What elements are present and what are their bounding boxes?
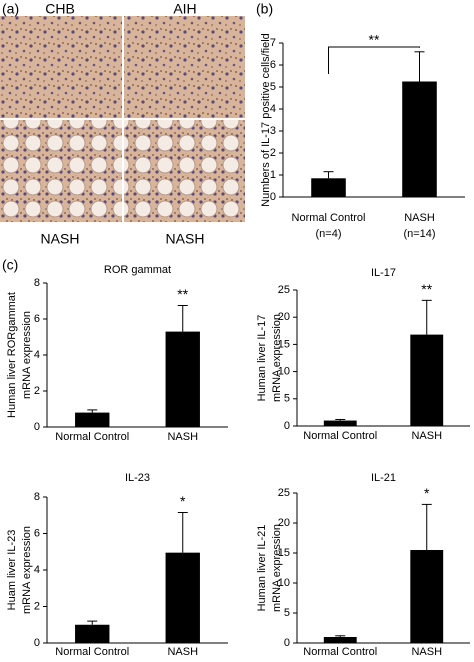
bar [410,334,444,426]
bar [165,331,200,427]
x-tick-label: Normal Control [55,646,129,658]
micrograph-label: NASH [41,231,80,247]
x-tick-note: (n=4) [316,228,342,240]
x-tick-label: NASH [404,212,435,224]
y-axis-label: mRNA expression [21,311,33,399]
y-axis-label: Numbers of IL-17 positive cells/field [260,33,272,207]
y-tick-label: 10 [278,366,290,378]
micrograph-label: CHB [45,1,75,17]
y-axis-label: mRNA expression [271,524,283,612]
y-tick-label: 10 [278,577,290,589]
micrograph [124,120,245,222]
y-tick-label: 3 [270,125,276,137]
y-axis-label: Human liver IL-21 [256,525,268,612]
bar [410,550,444,643]
significance: ** [369,32,380,48]
y-tick-label: 4 [34,349,40,361]
y-tick-label: 5 [270,81,276,93]
y-tick-label: 0 [270,191,276,203]
y-tick-label: 2 [34,600,40,612]
y-tick-label: 5 [284,393,290,405]
panel-label: (b) [256,1,273,17]
y-tick-label: 4 [270,103,276,115]
bar [75,412,110,427]
chart-title: IL-17 [371,267,396,279]
chart-title: IL-21 [371,472,396,484]
y-tick-label: 6 [270,59,276,71]
y-tick-label: 4 [34,564,40,576]
significance: * [180,493,186,509]
y-tick-label: 6 [34,527,40,539]
x-tick-label: Normal Control [303,430,377,442]
y-axis-label: Human liver IL-17 [256,315,268,402]
x-tick-label: NASH [167,431,198,443]
y-tick-label: 8 [34,491,40,503]
y-tick-label: 8 [34,277,40,289]
y-axis-label: mRNA expression [271,314,283,402]
significance: ** [421,281,432,297]
y-tick-label: 0 [284,420,290,432]
y-tick-label: 0 [34,637,40,649]
y-tick-label: 25 [278,284,290,296]
bar [75,624,110,643]
bar [323,420,357,426]
y-axis-label: mRNA expression [21,526,33,614]
y-tick-label: 0 [284,637,290,649]
micrograph-label: NASH [166,231,205,247]
y-tick-label: 15 [278,338,290,350]
y-tick-label: 15 [278,547,290,559]
chart-title: ROR gammat [104,264,171,276]
panel-label: (a) [2,1,19,17]
y-tick-label: 5 [284,607,290,619]
y-tick-label: 1 [270,169,276,181]
y-tick-label: 2 [34,385,40,397]
bar [323,637,357,643]
panel-label: (c) [2,257,18,273]
micrographs [0,16,245,222]
y-axis-label: Human liver RORgammat [6,292,18,418]
y-tick-label: 0 [34,421,40,433]
significance: ** [177,286,188,302]
y-tick-label: 20 [278,517,290,529]
y-tick-label: 20 [278,311,290,323]
x-tick-label: NASH [411,646,442,658]
chart-title: IL-23 [125,472,150,484]
x-tick-label: Normal Control [55,431,129,443]
significance-bracket [328,46,420,74]
x-tick-label: Normal Control [303,646,377,658]
x-tick-note: (n=14) [403,228,435,240]
micrograph [0,16,122,118]
significance: * [424,485,430,501]
x-tick-label: NASH [167,646,198,658]
x-tick-label: NASH [411,430,442,442]
micrograph [0,120,122,222]
y-tick-label: 6 [34,313,40,325]
y-axis-label: Huam liver IL-23 [6,530,18,611]
y-tick-label: 25 [278,487,290,499]
y-tick-label: 2 [270,147,276,159]
y-tick-label: 7 [270,37,276,49]
bar [402,81,437,197]
bar [311,178,346,197]
micrograph-label: AIH [173,1,196,17]
x-tick-label: Normal Control [292,212,366,224]
bar [165,552,200,643]
micrograph [124,16,245,118]
